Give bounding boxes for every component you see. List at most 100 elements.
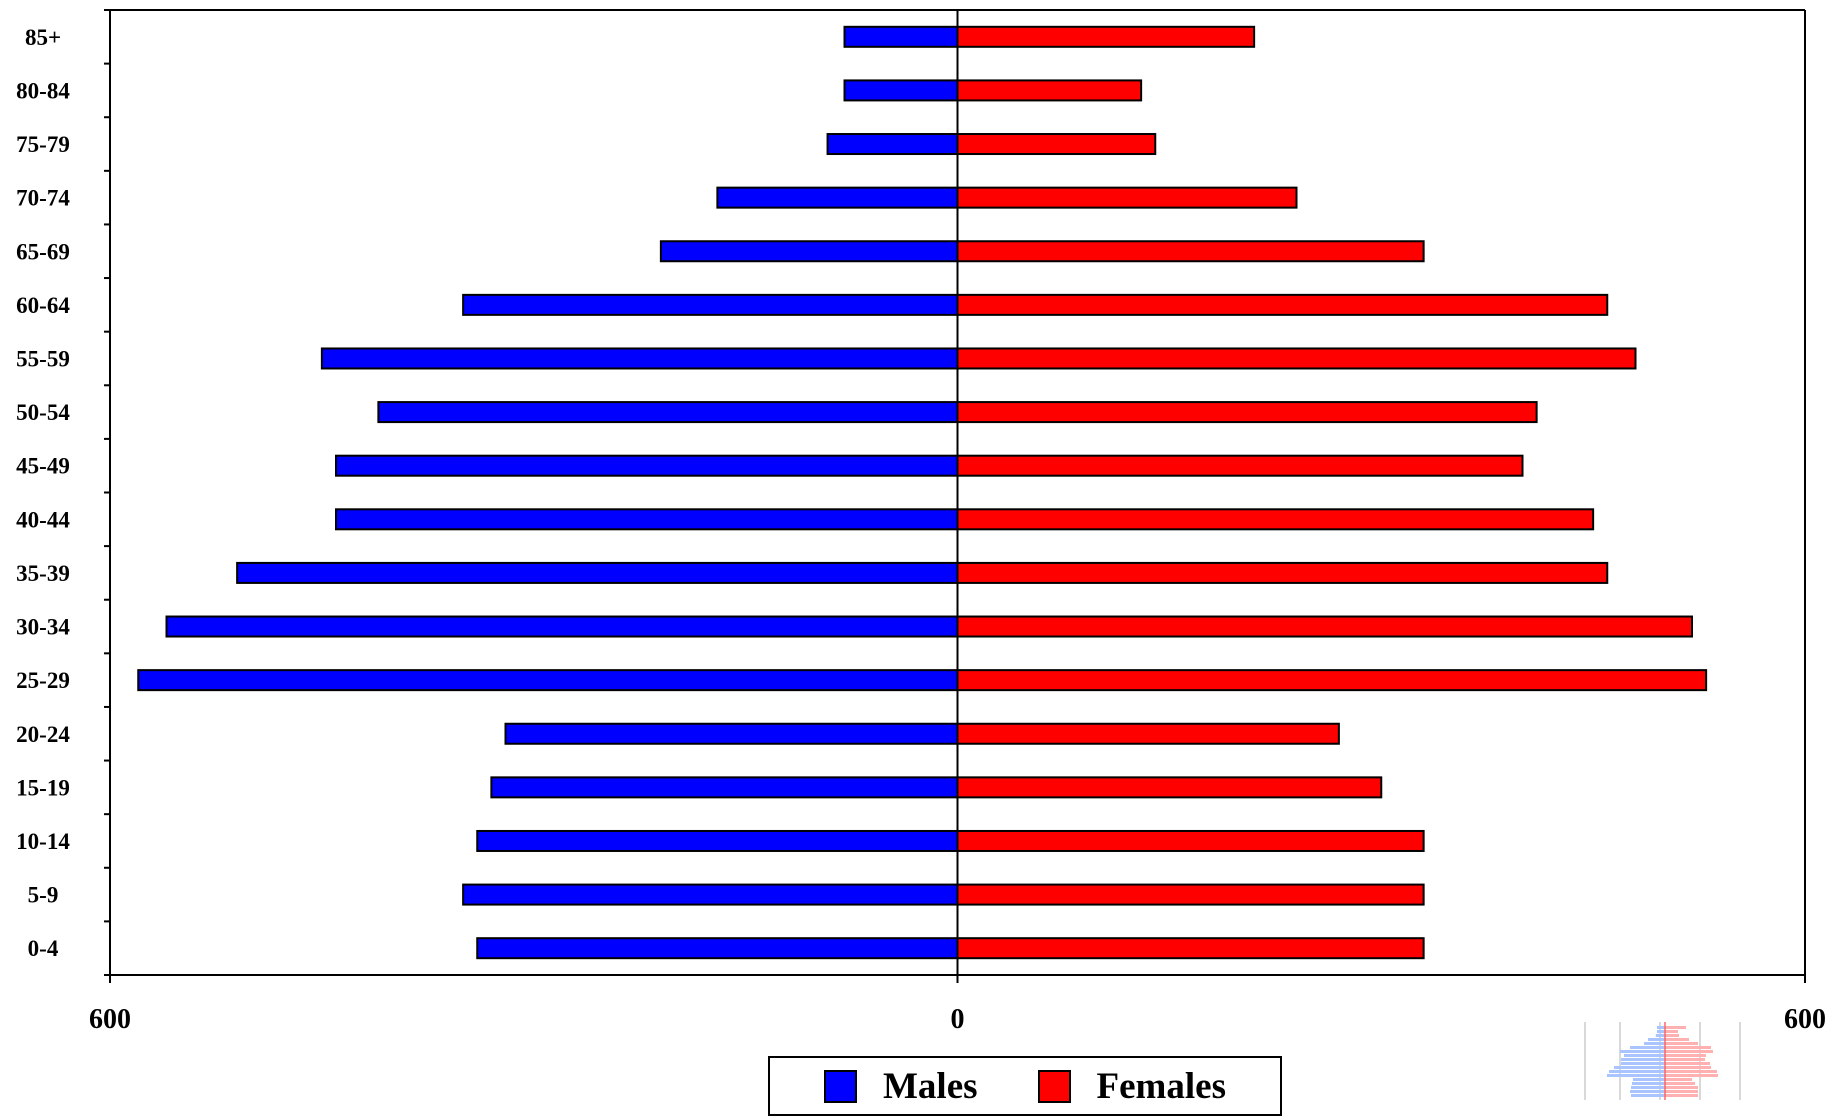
thumb-bar-males [1632, 1082, 1665, 1085]
bar-males-70-74 [716, 186, 959, 209]
thumb-bar-females [1665, 1034, 1679, 1037]
bar-males-10-14 [476, 829, 959, 852]
thumb-bar-females [1665, 1082, 1695, 1085]
y-tick-label-20-24: 20-24 [16, 722, 70, 747]
bar-males-30-34 [165, 615, 959, 638]
y-tick-label-0-4: 0-4 [28, 936, 59, 961]
thumb-bar-males [1648, 1038, 1665, 1041]
legend-swatch-males [824, 1069, 857, 1103]
bar-females-10-14 [956, 829, 1425, 852]
thumb-bar-males [1631, 1094, 1665, 1097]
thumb-bar-females [1665, 1054, 1706, 1057]
thumb-bar-males [1609, 1070, 1665, 1073]
bar-females-60-64 [956, 293, 1609, 316]
bar-females-75-79 [956, 133, 1157, 156]
x-tick-label-0: 600 [89, 1004, 131, 1035]
y-tick-label-60-64: 60-64 [16, 293, 70, 318]
thumb-bar-males [1621, 1062, 1665, 1065]
bar-males-65-69 [659, 240, 959, 263]
x-tick-label-1: 0 [951, 1004, 965, 1035]
legend-item-females: Females [1037, 1065, 1226, 1108]
thumb-bar-females [1665, 1038, 1689, 1041]
bar-males-5-9 [462, 883, 959, 906]
thumb-bar-males [1614, 1066, 1665, 1069]
y-tick-label-30-34: 30-34 [16, 615, 70, 640]
thumb-bar-females [1665, 1070, 1717, 1073]
bars-group [137, 25, 1708, 960]
legend-swatch-females [1037, 1069, 1071, 1103]
thumb-bar-females [1665, 1066, 1711, 1069]
bar-females-15-19 [956, 776, 1383, 799]
y-tick-label-75-79: 75-79 [16, 132, 70, 157]
thumb-bar-females [1665, 1030, 1678, 1033]
bar-females-80-84 [956, 79, 1143, 102]
bar-males-15-19 [490, 776, 959, 799]
bar-males-60-64 [462, 293, 959, 316]
bar-males-80-84 [843, 79, 959, 102]
y-tick-label-35-39: 35-39 [16, 561, 70, 586]
bar-females-0-4 [956, 937, 1425, 960]
legend: Males Females [768, 1056, 1282, 1116]
bar-females-25-29 [956, 669, 1708, 692]
thumb-bar-females [1665, 1042, 1698, 1045]
bar-females-45-49 [956, 454, 1524, 477]
y-tick-label-40-44: 40-44 [16, 507, 70, 532]
thumb-bar-females [1665, 1094, 1698, 1097]
thumb-bar-males [1620, 1050, 1665, 1053]
thumb-bar-females [1665, 1026, 1686, 1029]
legend-label-males: Males [883, 1065, 978, 1107]
y-tick-label-80-84: 80-84 [16, 78, 70, 103]
thumb-bar-females [1665, 1074, 1718, 1077]
legend-label-females: Females [1096, 1065, 1226, 1107]
bar-males-25-29 [137, 669, 959, 692]
bar-females-35-39 [956, 561, 1609, 584]
bar-females-30-34 [956, 615, 1693, 638]
y-tick-label-55-59: 55-59 [16, 346, 70, 371]
y-tick-label-10-14: 10-14 [16, 829, 70, 854]
y-tick-label-15-19: 15-19 [16, 775, 70, 800]
thumb-bar-males [1655, 1034, 1665, 1037]
bar-females-5-9 [956, 883, 1425, 906]
bar-females-70-74 [956, 186, 1298, 209]
pyramid-thumbnail-icon [1584, 1022, 1741, 1100]
bar-males-45-49 [335, 454, 959, 477]
bar-females-40-44 [956, 508, 1595, 531]
thumb-bar-females [1665, 1058, 1705, 1061]
y-tick-label-5-9: 5-9 [28, 883, 59, 908]
thumb-bar-females [1665, 1090, 1698, 1093]
thumb-bar-males [1621, 1058, 1665, 1061]
thumb-bar-males [1630, 1090, 1665, 1093]
bar-females-65-69 [956, 240, 1425, 263]
thumb-bar-males [1633, 1078, 1665, 1081]
bar-females-85+ [956, 25, 1256, 48]
bar-males-75-79 [826, 133, 959, 156]
thumb-bar-males [1644, 1042, 1665, 1045]
bar-males-55-59 [320, 347, 959, 370]
thumb-bar-females [1665, 1078, 1692, 1081]
thumb-bar-females [1665, 1050, 1713, 1053]
y-tick-label-70-74: 70-74 [16, 186, 70, 211]
bar-males-0-4 [476, 937, 959, 960]
y-tick-label-85+: 85+ [25, 25, 61, 50]
thumb-bar-males [1657, 1026, 1665, 1029]
axes-group [104, 9, 1806, 983]
bar-males-50-54 [377, 401, 959, 424]
bar-males-20-24 [504, 722, 959, 745]
thumb-bar-males [1631, 1086, 1665, 1089]
thumb-bar-males [1657, 1030, 1665, 1033]
bar-males-40-44 [335, 508, 959, 531]
thumb-bar-males [1607, 1074, 1665, 1077]
thumb-bar-females [1665, 1062, 1710, 1065]
thumb-bar-females [1665, 1046, 1711, 1049]
bar-males-35-39 [236, 561, 959, 584]
y-tick-label-50-54: 50-54 [16, 400, 70, 425]
bar-females-50-54 [956, 401, 1538, 424]
bar-females-20-24 [956, 722, 1340, 745]
x-tick-label-2: 600 [1784, 1004, 1826, 1035]
bar-females-55-59 [956, 347, 1637, 370]
y-tick-label-25-29: 25-29 [16, 668, 70, 693]
thumb-bar-males [1624, 1054, 1665, 1057]
y-tick-label-65-69: 65-69 [16, 239, 70, 264]
y-tick-label-45-49: 45-49 [16, 454, 70, 479]
